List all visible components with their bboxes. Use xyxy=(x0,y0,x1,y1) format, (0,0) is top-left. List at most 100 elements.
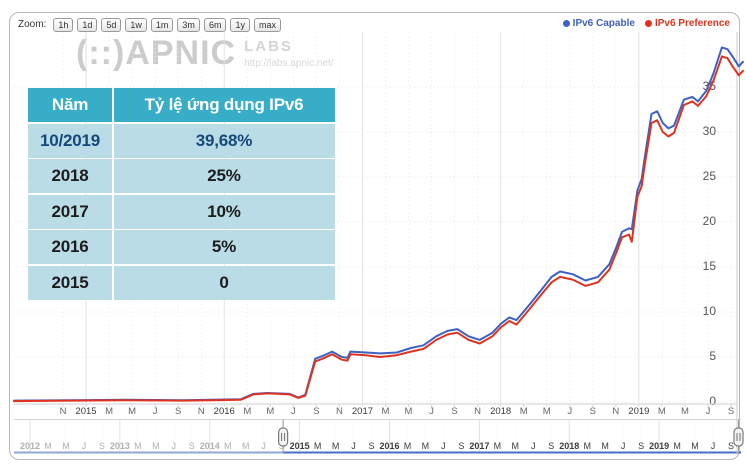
x-axis-label: 2016 xyxy=(214,406,235,417)
table-row-year: 10/2019 xyxy=(28,123,112,158)
navigator-axis-label: 2019 xyxy=(649,441,669,451)
x-axis-label: N xyxy=(336,406,343,417)
navigator-axis-label: M xyxy=(601,441,609,451)
navigator-axis-label: M xyxy=(224,441,232,451)
x-axis-label: N xyxy=(198,406,205,417)
navigator-axis-label: J xyxy=(82,441,87,451)
navigator-axis-label: S xyxy=(458,441,464,451)
table-row-rate: 0 xyxy=(113,265,335,300)
zoom-button-3m[interactable]: 3m xyxy=(177,18,200,32)
navigator-axis-label: M xyxy=(422,441,430,451)
x-axis-label: 2019 xyxy=(628,406,649,417)
y-axis-label: 30 xyxy=(703,124,717,138)
x-axis-label: M xyxy=(128,406,136,417)
navigator-axis-label: S xyxy=(99,441,105,451)
x-axis-label: J xyxy=(567,406,572,417)
x-axis-label: N xyxy=(612,406,619,417)
navigator-axis-label: 2013 xyxy=(110,441,130,451)
y-axis-label: 15 xyxy=(703,259,717,273)
chart-legend: IPv6 Capable IPv6 Preference xyxy=(562,18,730,29)
navigator-axis-label: J xyxy=(441,441,446,451)
zoom-button-1d[interactable]: 1d xyxy=(77,18,98,32)
x-axis-label: M xyxy=(520,406,528,417)
navigator-axis-label: M xyxy=(691,441,699,451)
legend-item-ipv6-preference[interactable]: IPv6 Preference xyxy=(644,18,730,29)
navigator-axis-label: 2015 xyxy=(290,441,310,451)
apnic-labs-label: LABS xyxy=(244,38,293,55)
navigator-axis-label: J xyxy=(711,441,716,451)
apnic-labs-url: http://labs.apnic.net/ xyxy=(244,58,334,69)
table-row-rate: 5% xyxy=(113,230,335,264)
navigator-axis-label: M xyxy=(494,441,502,451)
navigator-axis-label: S xyxy=(189,441,195,451)
table-header-year: Năm xyxy=(28,88,112,122)
table-row-year: 2015 xyxy=(28,265,112,300)
legend-dot-icon xyxy=(562,20,570,27)
navigator-axis-label: M xyxy=(673,441,681,451)
navigator-axis-label: J xyxy=(351,441,356,451)
ipv6-preference-line xyxy=(13,55,744,403)
zoom-button-max[interactable]: max xyxy=(253,18,281,32)
navigator-axis-label: 2017 xyxy=(469,441,489,451)
zoom-button-1m[interactable]: 1m xyxy=(150,18,174,32)
table-row-year: 2016 xyxy=(28,230,112,264)
x-axis-label: N xyxy=(60,406,67,417)
zoom-button-1w[interactable]: 1w xyxy=(125,18,147,32)
navigator-axis-label: M xyxy=(314,441,322,451)
table-row-rate: 39,68% xyxy=(113,123,335,158)
navigator-axis-label: J xyxy=(172,441,177,451)
navigator-right-handle[interactable] xyxy=(733,427,744,447)
x-axis-label: J xyxy=(153,406,158,417)
zoom-button-1h[interactable]: 1h xyxy=(53,18,74,32)
x-axis-label: 2017 xyxy=(352,406,373,417)
navigator-left-handle[interactable] xyxy=(278,427,289,447)
navigator-axis-label: M xyxy=(44,441,52,451)
navigator-axis-label: M xyxy=(62,441,70,451)
x-axis-label: 2018 xyxy=(490,406,511,417)
navigator-axis-label: J xyxy=(261,441,266,451)
x-axis-label: M xyxy=(681,406,689,417)
x-axis-label: M xyxy=(243,406,251,417)
legend-label: IPv6 Preference xyxy=(654,18,730,29)
x-axis-label: S xyxy=(590,406,596,417)
y-axis-label: 20 xyxy=(703,214,717,228)
x-axis-label: M xyxy=(658,406,666,417)
zoom-button-6m[interactable]: 6m xyxy=(203,18,227,32)
zoom-toolbar: Zoom: 1h 1d 5d 1w 1m 3m 6m 1y max xyxy=(18,16,285,32)
navigator-axis-label: S xyxy=(369,441,375,451)
navigator-axis-label: 2012 xyxy=(20,441,40,451)
x-axis-label: S xyxy=(451,406,457,417)
y-axis-label: 5 xyxy=(709,349,716,363)
x-axis-label: J xyxy=(291,406,296,417)
x-axis-label: M xyxy=(105,406,113,417)
table-row-rate: 25% xyxy=(113,159,335,193)
zoom-button-5d[interactable]: 5d xyxy=(101,18,122,32)
navigator-axis-label: J xyxy=(531,441,536,451)
x-axis-label: S xyxy=(313,406,319,417)
y-axis-label: 25 xyxy=(703,169,717,183)
x-axis-label: 2015 xyxy=(75,406,96,417)
x-axis-label: S xyxy=(728,406,734,417)
x-axis-label: M xyxy=(266,406,274,417)
x-axis-label: N xyxy=(474,406,481,417)
y-axis-label: 10 xyxy=(703,304,717,318)
navigator-axis-label: M xyxy=(332,441,340,451)
navigator-axis-label: J xyxy=(621,441,626,451)
legend-dot-icon xyxy=(644,20,652,27)
zoom-label: Zoom: xyxy=(18,18,47,30)
x-axis-label: M xyxy=(405,406,413,417)
x-axis-label: J xyxy=(429,406,434,417)
x-axis-label: J xyxy=(706,406,711,417)
navigator-axis-label: M xyxy=(242,441,250,451)
table-row-year: 2017 xyxy=(28,194,112,229)
navigator-axis-label: 2014 xyxy=(200,441,220,451)
table-row-rate: 10% xyxy=(113,194,335,229)
navigator-axis-label: S xyxy=(638,441,644,451)
navigator-axis-label: S xyxy=(548,441,554,451)
zoom-button-1y[interactable]: 1y xyxy=(230,18,250,32)
y-axis-label: 0 xyxy=(709,394,716,408)
x-axis-label: M xyxy=(543,406,551,417)
legend-item-ipv6-capable[interactable]: IPv6 Capable xyxy=(562,18,635,29)
ipv6-adoption-table: Năm Tỷ lệ ứng dụng IPv6 10/2019 39,68% 2018 2… xyxy=(28,88,335,300)
